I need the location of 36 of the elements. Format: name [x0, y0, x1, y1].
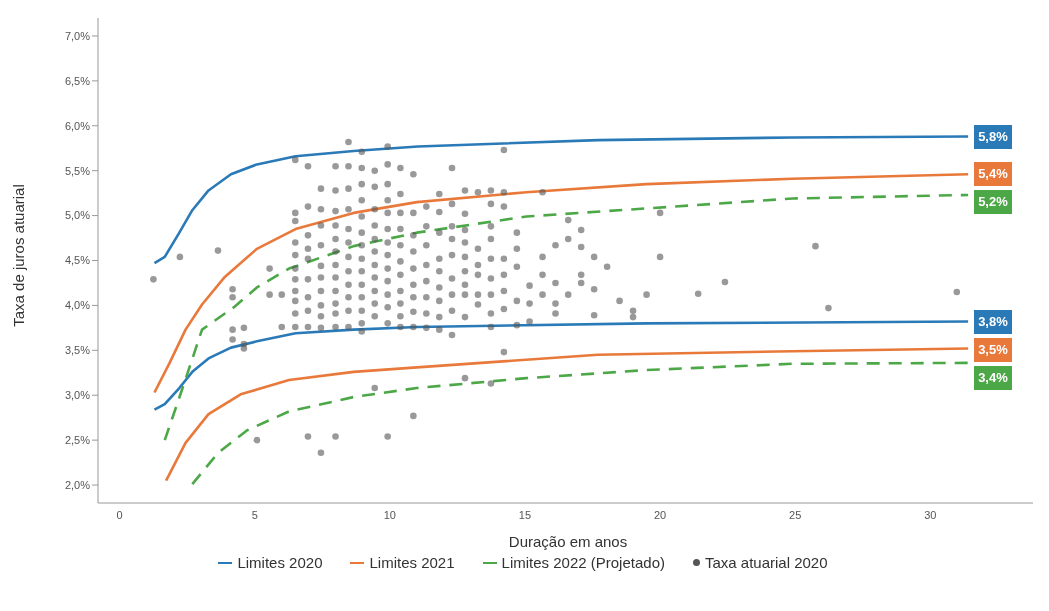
line-series	[153, 172, 970, 394]
y-tick-label: 5,5%	[64, 164, 91, 177]
x-tick-label: 20	[653, 508, 667, 521]
y-tick-label: 7,0%	[64, 29, 91, 42]
y-tick-label: 4,0%	[64, 299, 91, 312]
y-tick-label: 6,0%	[64, 119, 91, 132]
annotation: 3,8%	[974, 309, 1012, 334]
y-tick-label: 2,5%	[64, 434, 91, 447]
line-series	[191, 361, 970, 486]
line-series	[153, 135, 970, 265]
y-tick-label: 5,0%	[64, 209, 91, 222]
annotation: 3,4%	[974, 365, 1012, 390]
x-axis-title: Duração em anos	[507, 533, 629, 550]
y-tick-label: 3,0%	[64, 389, 91, 402]
y-tick-label: 2,0%	[64, 478, 91, 491]
line-series	[163, 193, 970, 442]
legend-label: Limites 2021	[369, 554, 455, 571]
x-tick-label: 15	[518, 508, 532, 521]
line-series	[153, 320, 970, 411]
annotation: 5,8%	[974, 124, 1012, 149]
legend-label: Limites 2020	[237, 554, 323, 571]
x-tick-label: 10	[383, 508, 396, 521]
x-tick-label: 5	[251, 508, 258, 521]
legend-label: Limites 2022 (Projetado)	[501, 554, 665, 571]
y-tick-label: 3,5%	[64, 344, 91, 357]
x-tick-label: 25	[789, 508, 802, 521]
line-series	[164, 347, 970, 482]
y-axis-title: Taxa de juros atuarial	[9, 184, 27, 327]
legend-label: Taxa atuarial 2020	[704, 554, 828, 571]
annotation: 5,2%	[974, 190, 1012, 215]
x-tick-label: 0	[116, 508, 123, 521]
y-tick-label: 4,5%	[64, 254, 91, 267]
annotation: 5,4%	[974, 162, 1012, 187]
x-tick-label: 30	[924, 508, 937, 521]
annotation: 3,5%	[974, 337, 1012, 362]
y-tick-label: 6,5%	[64, 74, 91, 87]
